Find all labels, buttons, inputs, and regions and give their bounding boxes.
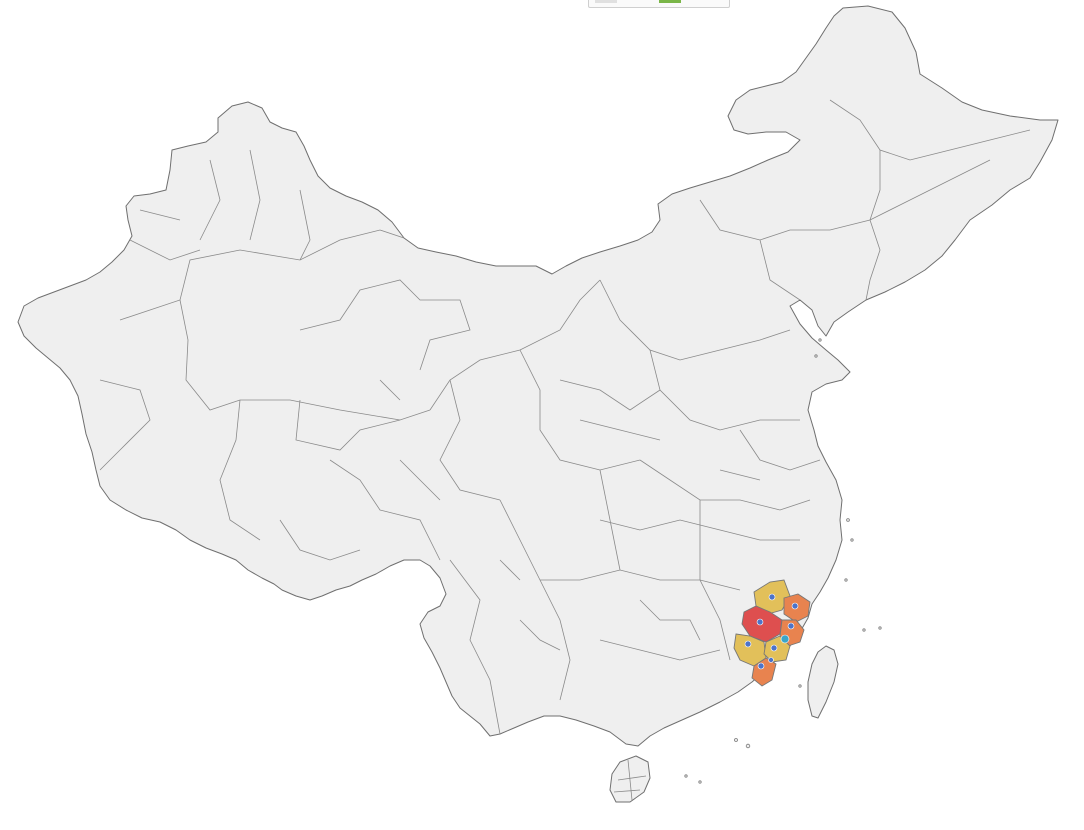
city-markers	[744, 593, 799, 670]
legend-swatch-green	[659, 0, 681, 3]
hainan-borders	[613, 759, 647, 801]
china-mainland	[17, 5, 1059, 747]
city-marker	[780, 634, 790, 644]
city-marker	[756, 618, 764, 626]
taiwan-island	[807, 645, 839, 719]
map-legend	[588, 0, 730, 8]
city-marker	[787, 622, 795, 630]
city-marker	[770, 644, 778, 652]
city-marker	[768, 593, 776, 601]
city-marker	[744, 640, 752, 648]
city-marker	[791, 602, 799, 610]
internal-borders	[99, 99, 1031, 735]
city-marker	[757, 662, 765, 670]
city-marker	[768, 657, 774, 663]
coastal-islets	[684, 338, 882, 784]
legend-swatch-gray	[595, 0, 617, 3]
